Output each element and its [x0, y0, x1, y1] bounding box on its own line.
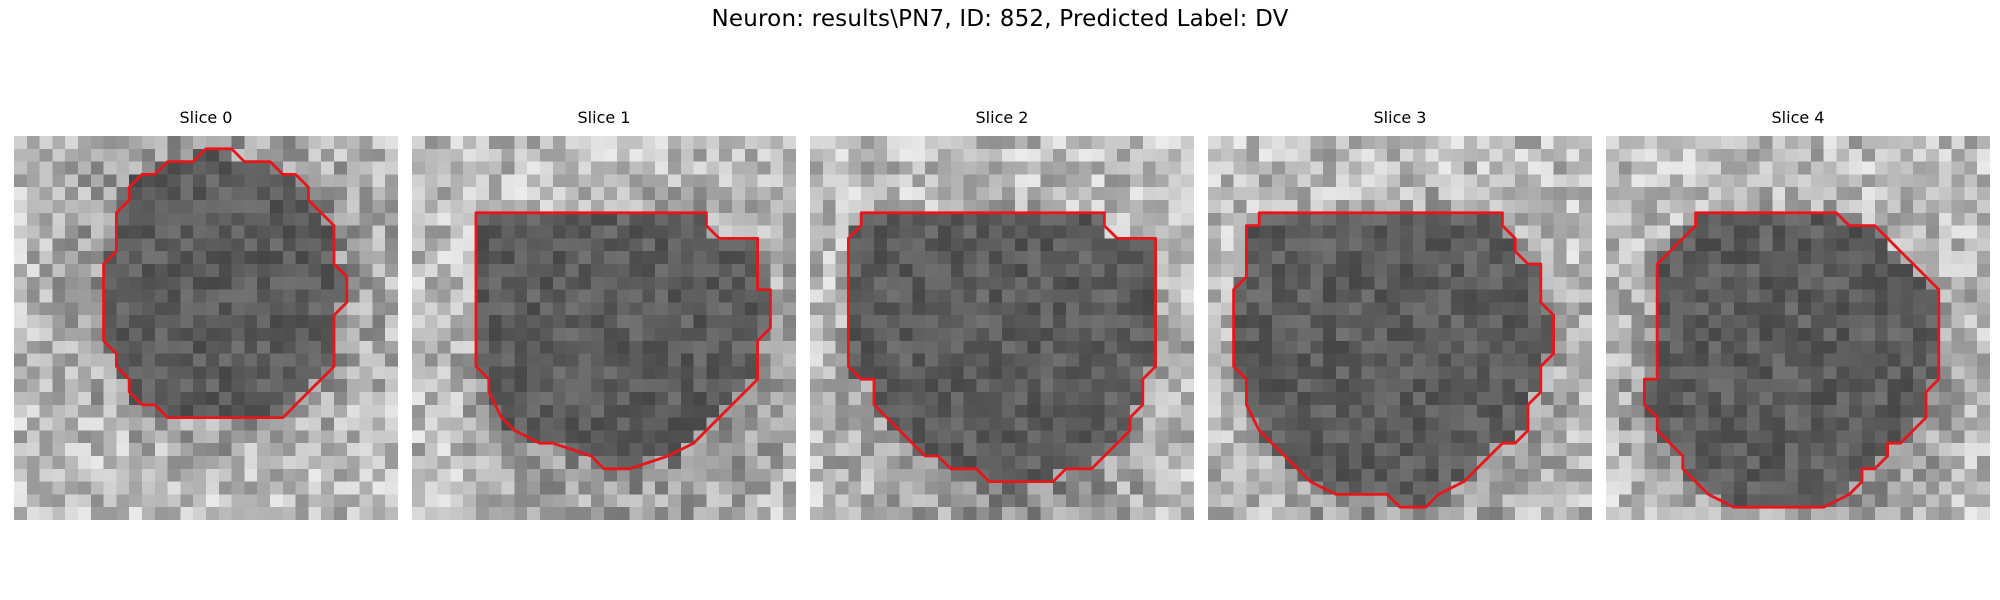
- slice-panel-1: Slice 1: [412, 106, 796, 520]
- segmentation-contour: [102, 147, 349, 420]
- figure-title: Neuron: results\PN7, ID: 852, Predicted …: [711, 6, 1289, 32]
- slice-panel-0: Slice 0: [14, 106, 398, 520]
- slice-title: Slice 4: [1771, 108, 1825, 127]
- slice-image-2: [810, 136, 1194, 520]
- grayscale-image: [1606, 136, 1990, 520]
- segmentation-contour: [1232, 211, 1556, 509]
- slice-panel-3: Slice 3: [1208, 106, 1592, 520]
- slice-title: Slice 0: [179, 108, 233, 127]
- slice-title: Slice 2: [975, 108, 1029, 127]
- slice-panel-4: Slice 4: [1606, 106, 1990, 520]
- segmentation-contour: [846, 211, 1158, 484]
- slice-title: Slice 3: [1373, 108, 1427, 127]
- slice-panel-2: Slice 2: [810, 106, 1194, 520]
- segmentation-contour: [1642, 211, 1941, 509]
- grayscale-image: [1208, 136, 1592, 520]
- slice-image-4: [1606, 136, 1990, 520]
- slice-image-1: [412, 136, 796, 520]
- segmentation-contour: [474, 211, 772, 471]
- grayscale-image: [810, 136, 1194, 520]
- slice-image-0: [14, 136, 398, 520]
- slice-image-3: [1208, 136, 1592, 520]
- slice-title: Slice 1: [577, 108, 631, 127]
